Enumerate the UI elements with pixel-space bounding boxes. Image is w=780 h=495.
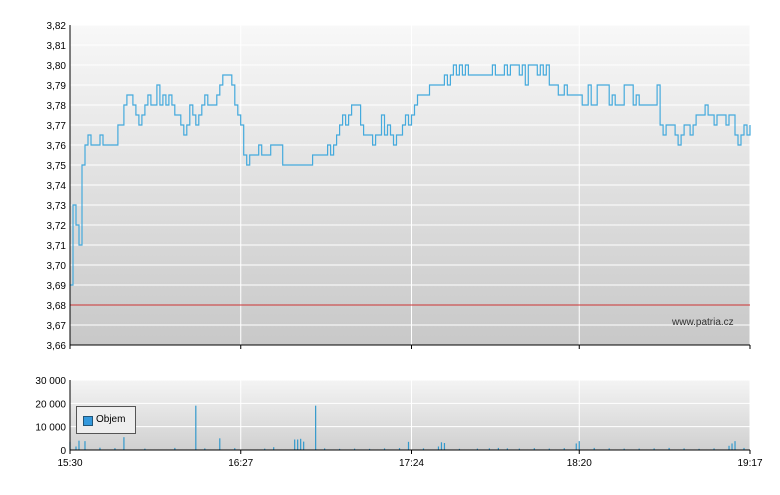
volume-bar [731,443,733,450]
volume-bar [638,448,640,450]
volume-bar [533,448,535,450]
x-tick-label: 17:24 [399,458,424,469]
volume-bar [204,448,206,450]
x-tick-label: 18:20 [567,458,592,469]
price-y-tick-label: 3,72 [47,221,67,232]
volume-bar [407,441,410,450]
x-tick-label: 19:17 [737,458,762,469]
volume-bar [78,440,80,450]
volume-bar [683,448,685,450]
price-y-tick-label: 3,81 [47,41,67,52]
volume-bar [458,448,461,450]
volume-bar [398,448,401,450]
volume-bar [578,441,580,450]
price-y-tick-label: 3,78 [47,101,67,112]
volume-bar [422,448,425,450]
legend-swatch [83,416,93,426]
price-y-tick-label: 3,67 [47,321,67,332]
volume-bar [608,448,610,450]
volume-bar [563,448,565,450]
price-y-tick-label: 3,69 [47,281,67,292]
price-y-tick-label: 3,71 [47,241,67,252]
x-tick-label: 15:30 [57,458,82,469]
price-y-tick-label: 3,82 [47,21,67,32]
volume-bar [234,448,236,450]
price-y-tick-label: 3,74 [47,181,67,192]
volume-bar [353,448,356,450]
price-y-tick-label: 3,66 [47,341,67,352]
volume-bar [273,447,275,450]
volume-bar [440,442,443,450]
volume-bar [315,405,317,450]
volume-bar [548,448,550,450]
legend-label: Objem [96,414,126,425]
volume-bar [443,443,446,450]
volume-y-tick-label: 0 [60,446,66,457]
price-y-tick-label: 3,77 [47,121,67,132]
price-y-tick-label: 3,80 [47,61,67,72]
volume-bar [174,447,176,450]
x-tick-label: 16:27 [228,458,253,469]
volume-bar [383,448,386,450]
volume-bar [300,438,302,450]
volume-y-tick-label: 20 000 [35,399,66,410]
volume-bar [294,439,296,450]
watermark: www.patria.cz [672,317,734,328]
volume-bar [476,448,479,450]
volume-bar [506,448,508,450]
volume-y-tick-label: 30 000 [35,376,66,387]
volume-bar [668,447,670,450]
volume-bar [99,447,101,450]
price-y-tick-label: 3,76 [47,141,67,152]
volume-bar [653,448,655,450]
volume-bar [114,448,116,450]
volume-bar [75,446,77,450]
volume-bar [488,448,490,450]
volume-bar [264,448,266,450]
price-y-tick-label: 3,79 [47,81,67,92]
volume-bar [713,448,715,450]
volume-bar [734,441,736,450]
price-y-tick-label: 3,70 [47,261,67,272]
volume-bar [518,448,520,450]
price-y-tick-label: 3,75 [47,161,67,172]
volume-bar [303,441,305,450]
volume-bar [368,448,371,450]
volume-bar [743,447,745,450]
volume-bar [297,439,299,450]
volume-bar [195,405,197,450]
volume-bar [144,448,146,450]
volume-bar [324,448,326,450]
volume-bar [84,441,86,450]
price-y-tick-label: 3,73 [47,201,67,212]
price-line [70,64,751,286]
volume-bar [623,448,625,450]
volume-bar [339,448,341,450]
volume-bar [219,438,221,450]
volume-legend: Objem [76,406,136,434]
price-y-tick-label: 3,68 [47,301,67,312]
volume-bar [698,448,700,450]
volume-y-tick-label: 10 000 [35,423,66,434]
volume-bar [497,447,499,450]
volume-bar [728,445,730,450]
volume-bar [575,443,577,450]
volume-bar [437,446,440,450]
volume-plot-area [70,380,750,450]
volume-bar [593,447,595,450]
volume-bar [123,437,125,450]
